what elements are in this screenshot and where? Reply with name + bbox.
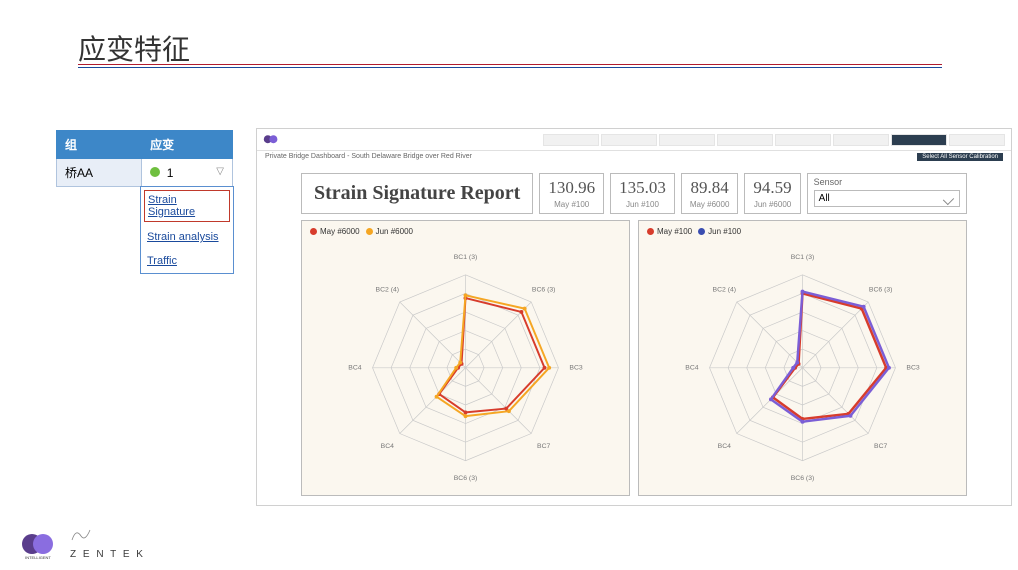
svg-text:BC4: BC4 <box>348 365 362 372</box>
svg-text:BC6 (3): BC6 (3) <box>532 286 556 293</box>
dashboard-header <box>257 129 1011 151</box>
legend-label: May #6000 <box>320 227 360 236</box>
title-rule <box>78 64 942 67</box>
col-header-group: 组 <box>57 131 142 159</box>
legend-swatch <box>647 228 654 235</box>
svg-text:INTELLIGENT: INTELLIGENT <box>25 555 51 560</box>
sensor-label: Sensor <box>814 177 960 187</box>
report-title-text: Strain Signature Report <box>314 182 520 205</box>
brand-logo-icon <box>263 133 279 147</box>
dashboard-tab-4[interactable] <box>775 134 831 146</box>
radar-left-legend: May #6000 Jun #6000 <box>310 227 413 236</box>
calibration-button[interactable]: Select All Sensor Calibration <box>917 153 1003 161</box>
cell-group: 桥AA <box>57 159 142 187</box>
svg-text:BC3: BC3 <box>569 365 583 372</box>
svg-text:BC6 (3): BC6 (3) <box>454 475 478 482</box>
summary-cards: Strain Signature Report 130.96May #10013… <box>257 167 1011 220</box>
radar-right-chart: BC1 (3) BC6 (3) BC3 BC7 BC6 (3) BC4 BC4 BC2 (4) <box>639 221 966 495</box>
legend-label: Jun #6000 <box>376 227 413 236</box>
svg-text:BC3: BC3 <box>906 365 920 372</box>
dropdown-item-2[interactable]: Traffic <box>141 249 233 273</box>
stat-card-0: 130.96 May #100 <box>539 173 604 214</box>
svg-text:BC2 (4): BC2 (4) <box>376 286 400 293</box>
breadcrumb-text: Private Bridge Dashboard - South Delawar… <box>265 153 472 160</box>
svg-text:BC4: BC4 <box>381 443 395 450</box>
dashboard-tabs <box>283 134 1005 146</box>
dashboard-tab-1[interactable] <box>601 134 657 146</box>
dashboard-tab-7[interactable] <box>949 134 1005 146</box>
zentek-icon <box>70 526 92 544</box>
zentek-text: Z E N T E K <box>70 549 145 560</box>
stat-card-3: 94.59 Jun #6000 <box>744 173 800 214</box>
stat-card-1: 135.03 Jun #100 <box>610 173 675 214</box>
report-title-card: Strain Signature Report <box>301 173 533 214</box>
svg-text:BC7: BC7 <box>874 443 888 450</box>
stat-label: May #6000 <box>690 200 730 209</box>
stat-label: Jun #6000 <box>753 200 791 209</box>
svg-text:BC1 (3): BC1 (3) <box>791 254 815 261</box>
dropdown-item-0[interactable]: Strain Signature <box>144 190 230 222</box>
dropdown-toggle-icon[interactable]: ▽ <box>216 166 224 177</box>
group-table: 组 应变 桥AA 1 ▽ <box>56 130 233 187</box>
stat-label: May #100 <box>548 200 595 209</box>
sensor-select-card: Sensor All <box>807 173 967 214</box>
page-title: 应变特征 <box>78 28 190 68</box>
svg-text:BC6 (3): BC6 (3) <box>791 475 815 482</box>
radar-left-chart: BC1 (3) BC6 (3) BC3 BC7 BC6 (3) BC4 BC4 BC2 (4) <box>302 221 629 495</box>
radar-right: May #100 Jun #100 BC1 (3) BC6 (3) BC3 BC7 BC6… <box>638 220 967 496</box>
cell-status[interactable]: 1 ▽ <box>142 159 233 187</box>
dashboard-tab-5[interactable] <box>833 134 889 146</box>
radar-left: May #6000Jun #6000 BC1 (3)BC6 (3)BC3BC7B… <box>301 220 630 496</box>
table-row[interactable]: 桥AA 1 ▽ <box>57 159 233 187</box>
zentek-logo: Z E N T E K <box>70 526 145 560</box>
dashboard-tab-0[interactable] <box>543 134 599 146</box>
status-value: 1 <box>167 166 174 180</box>
svg-text:BC7: BC7 <box>537 443 551 450</box>
stat-value: 89.84 <box>690 178 730 198</box>
col-header-strain: 应变 <box>142 131 233 159</box>
breadcrumb: Private Bridge Dashboard - South Delawar… <box>257 151 1011 167</box>
stat-label: Jun #100 <box>619 200 666 209</box>
legend-swatch <box>310 228 317 235</box>
dropdown-item-1[interactable]: Strain analysis <box>141 225 233 249</box>
legend-label: May #100 <box>657 227 692 236</box>
legend-swatch <box>698 228 705 235</box>
radar-right-legend: May #100 Jun #100 <box>647 227 741 236</box>
dashboard-tab-2[interactable] <box>659 134 715 146</box>
stat-card-2: 89.84 May #6000 <box>681 173 739 214</box>
dashboard-tab-3[interactable] <box>717 134 773 146</box>
stat-value: 130.96 <box>548 178 595 198</box>
svg-text:BC6 (3): BC6 (3) <box>869 286 893 293</box>
radar-row: May #6000Jun #6000 BC1 (3)BC6 (3)BC3BC7B… <box>257 220 1011 502</box>
strain-dropdown: Strain Signature Strain analysisTraffic <box>140 186 234 274</box>
svg-text:BC1 (3): BC1 (3) <box>454 254 478 261</box>
legend-swatch <box>366 228 373 235</box>
svg-text:BC4: BC4 <box>718 443 732 450</box>
dashboard-embed: Private Bridge Dashboard - South Delawar… <box>256 128 1012 506</box>
sensor-select[interactable]: All <box>814 190 960 207</box>
svg-text:BC4: BC4 <box>685 365 699 372</box>
status-dot-icon <box>150 167 160 177</box>
legend-label: Jun #100 <box>708 227 741 236</box>
intelligent-structures-logo-icon: INTELLIGENT <box>20 532 56 560</box>
stat-value: 135.03 <box>619 178 666 198</box>
footer-logos: INTELLIGENT Z E N T E K <box>20 526 145 560</box>
svg-text:BC2 (4): BC2 (4) <box>713 286 737 293</box>
stat-value: 94.59 <box>753 178 791 198</box>
dashboard-tab-6[interactable] <box>891 134 947 146</box>
